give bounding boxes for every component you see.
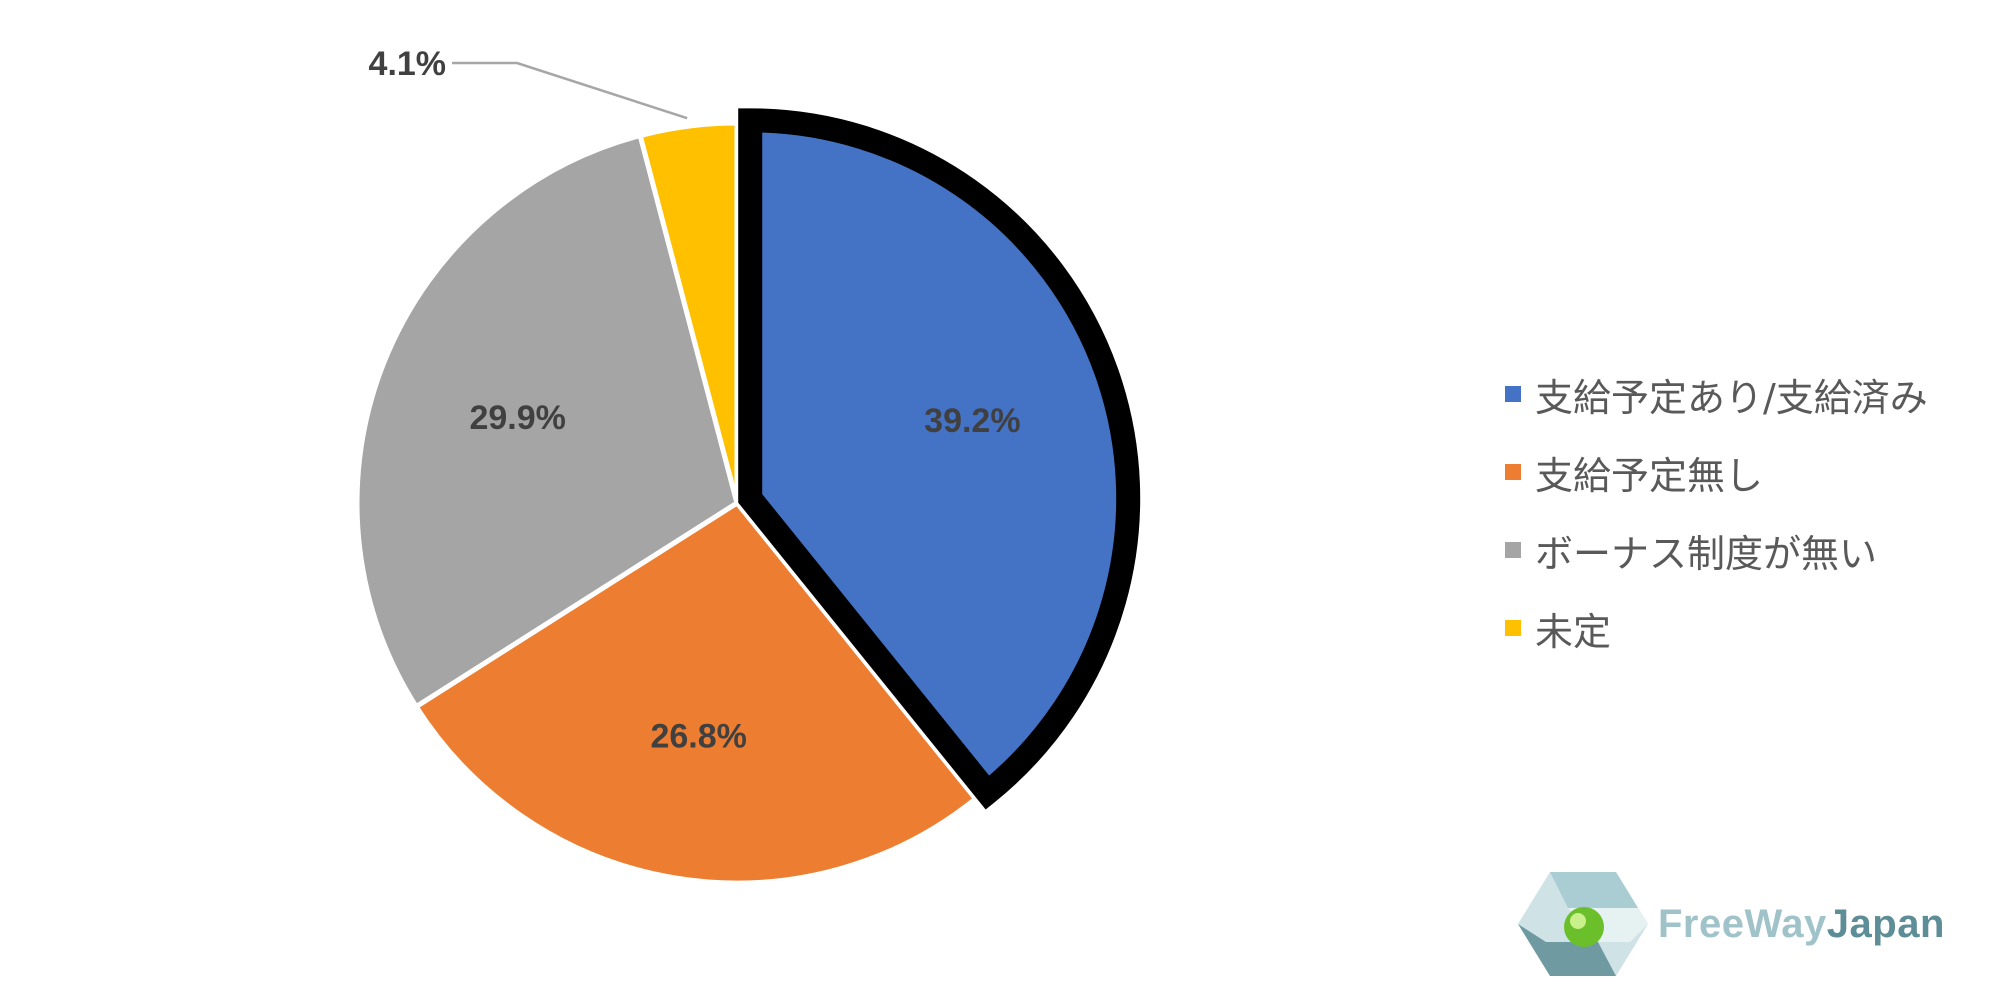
legend-swatch-1 bbox=[1505, 386, 1521, 402]
legend-label-3: ボーナス制度が無い bbox=[1535, 531, 1878, 576]
freeway-japan-logo-icon bbox=[1518, 872, 1648, 976]
legend-swatch-4 bbox=[1505, 620, 1521, 636]
legend-item-4: 未定 bbox=[1505, 589, 1928, 667]
legend-item-1: 支給予定あり/支給済み bbox=[1505, 355, 1928, 433]
freeway-japan-logo: FreeWayJapan bbox=[1518, 872, 1945, 976]
chart-legend: 支給予定あり/支給済み 支給予定無しボーナス制度が無い 未定 bbox=[1505, 355, 1928, 667]
leader-lines bbox=[452, 61, 688, 120]
logo-text-freeway: FreeWay bbox=[1658, 901, 1827, 946]
slice-4-leader-line bbox=[452, 61, 688, 120]
slice-2-wedge bbox=[413, 500, 979, 886]
slice-2-data-label: 26.8% bbox=[650, 717, 746, 755]
legend-item-3: ボーナス制度が無い bbox=[1505, 511, 1928, 589]
slice-1-data-label: 39.2% bbox=[924, 402, 1020, 440]
slice-4-data-label: 4.1% bbox=[369, 45, 447, 83]
legend-label-2: 支給予定無し bbox=[1535, 453, 1764, 498]
legend-label-4: 未定 bbox=[1535, 609, 1612, 654]
slice-4-wedge bbox=[637, 120, 740, 506]
legend-swatch-3 bbox=[1505, 542, 1521, 558]
logo-text: FreeWayJapan bbox=[1658, 902, 1945, 947]
legend-swatch-2 bbox=[1505, 464, 1521, 480]
pie-slices bbox=[354, 115, 1133, 886]
highlight-outline bbox=[738, 108, 1141, 810]
slice-3-data-label: 29.9% bbox=[469, 399, 565, 437]
slice-labels: 39.2% 26.8% 29.9% 4.1% bbox=[369, 45, 1021, 755]
legend-label-1: 支給予定あり/支給済み bbox=[1535, 375, 1928, 420]
slice-3-wedge bbox=[354, 133, 740, 710]
legend-item-2: 支給予定無し bbox=[1505, 433, 1928, 511]
slice-1-highlight-border bbox=[738, 108, 1141, 810]
logo-text-japan: Japan bbox=[1826, 901, 1945, 946]
